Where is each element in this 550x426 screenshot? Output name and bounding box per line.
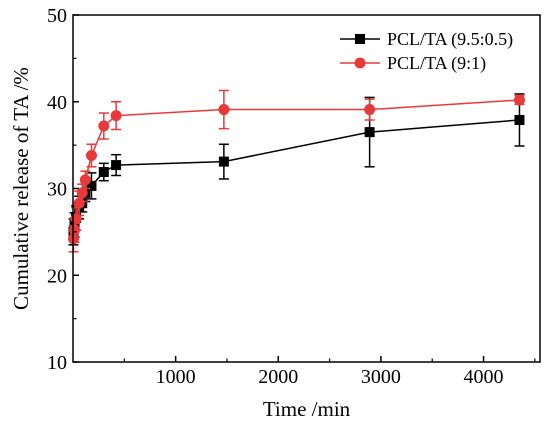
data-point (364, 104, 376, 116)
series-1 (68, 93, 525, 246)
y-tick-label: 50 (47, 5, 67, 27)
data-point (514, 114, 525, 125)
y-tick-label: 20 (47, 265, 67, 287)
x-tick-label: 1000 (156, 366, 196, 388)
series-2 (68, 89, 525, 253)
data-point (98, 120, 110, 132)
x-tick-label: 4000 (464, 366, 504, 388)
legend-marker (355, 34, 365, 44)
data-point (111, 160, 122, 171)
axis-ticks: 10 20 30 40 50 1000 2000 3000 4000 (47, 5, 536, 388)
x-tick-label: 2000 (258, 366, 298, 388)
data-point (86, 180, 97, 191)
data-point (364, 127, 375, 138)
x-tick-label: 3000 (361, 366, 401, 388)
data-point (79, 174, 91, 186)
data-point (513, 94, 525, 106)
x-axis-title: Time /min (263, 397, 351, 421)
y-tick-label: 10 (47, 352, 67, 374)
data-point (73, 197, 85, 209)
legend: PCL/TA (9.5:0.5) PCL/TA (9:1) (340, 29, 513, 74)
y-tick-label: 40 (47, 92, 67, 114)
legend-label: PCL/TA (9:1) (387, 53, 486, 74)
y-tick-label: 30 (47, 179, 67, 201)
data-point (85, 150, 97, 162)
legend-item-1: PCL/TA (9.5:0.5) (340, 29, 513, 50)
data-point (76, 187, 88, 199)
data-layer (68, 89, 525, 253)
legend-marker (354, 57, 366, 69)
legend-item-2: PCL/TA (9:1) (340, 53, 486, 74)
data-point (218, 156, 229, 167)
y-axis-title: Cumulative release of TA /% (9, 67, 33, 310)
series-line (72, 119, 520, 232)
data-point (110, 110, 122, 122)
series-line (72, 99, 520, 239)
data-point (218, 104, 230, 116)
data-point (98, 167, 109, 178)
legend-label: PCL/TA (9.5:0.5) (387, 29, 513, 50)
